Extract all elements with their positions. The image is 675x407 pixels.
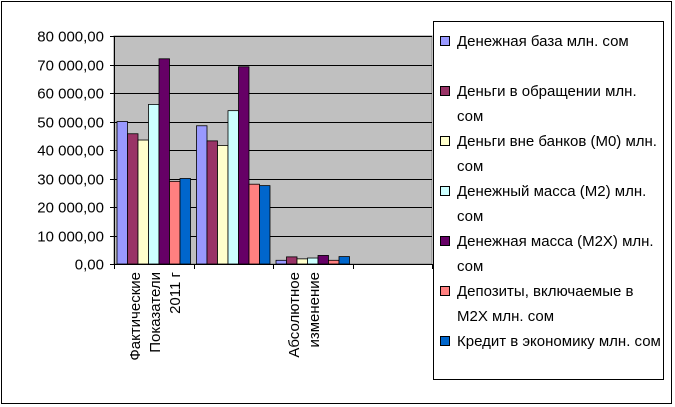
legend-swatch: [440, 36, 450, 46]
bar: [217, 145, 229, 265]
legend-item-monetary-base: Денежная база млн. сом: [438, 29, 662, 79]
legend-swatch: [440, 336, 450, 346]
bar: [286, 256, 298, 265]
bar: [227, 110, 239, 265]
y-tick-label: 40 000,00: [37, 143, 104, 160]
bar: [179, 178, 191, 265]
legend-item-m2x: Денежная масса (М2Х) млн. сом: [438, 229, 662, 279]
y-tick-label: 60 000,00: [37, 86, 104, 103]
legend-label: Денежный масса (М2) млн. сом: [457, 183, 647, 225]
bar: [148, 104, 160, 265]
bar: [116, 121, 128, 265]
bar: [127, 133, 139, 265]
y-tick-label: 0,00: [75, 257, 104, 274]
legend-swatch: [440, 286, 450, 296]
legend-label: Депозиты, включаемые в М2Х млн. сом: [457, 283, 634, 325]
y-tick-label: 50 000,00: [37, 115, 104, 132]
legend-swatch: [440, 236, 450, 246]
legend-swatch: [440, 186, 450, 196]
legend-label: Деньги вне банков (М0) млн. сом: [457, 133, 657, 175]
bar: [328, 259, 340, 265]
y-tick-label: 20 000,00: [37, 200, 104, 217]
bar: [317, 255, 329, 265]
x-category-label: Абсолютное: [286, 272, 303, 358]
legend-item-m2: Денежный масса (М2) млн. сом: [438, 179, 662, 229]
y-tick-label: 30 000,00: [37, 172, 104, 189]
legend-item-currency-in-circulation: Деньги в обращении млн. сом: [438, 79, 662, 129]
x-category-label: Показатели: [147, 272, 164, 353]
legend-label: Денежная масса (М2Х) млн. сом: [457, 233, 654, 275]
bar: [137, 139, 149, 265]
legend-item-m0: Деньги вне банков (М0) млн. сом: [438, 129, 662, 179]
legend-item-deposits: Депозиты, включаемые в М2Х млн. сом: [438, 279, 662, 329]
y-tick-label: 80 000,00: [37, 29, 104, 46]
legend-label: Кредит в экономику млн. сом: [457, 333, 661, 350]
bar: [196, 125, 208, 265]
bar: [158, 58, 170, 265]
legend-swatch: [440, 136, 450, 146]
legend-item-credit: Кредит в экономику млн. сом: [438, 329, 662, 379]
x-category-label: Фактические: [127, 272, 144, 361]
bar: [296, 258, 308, 265]
bar: [206, 140, 218, 265]
chart-legend: Денежная база млн. сом Деньги в обращени…: [433, 21, 664, 380]
bar: [275, 259, 287, 265]
bar: [259, 185, 271, 265]
bar: [307, 257, 319, 265]
legend-label: Деньги в обращении млн. сом: [457, 83, 637, 125]
bar: [238, 66, 250, 265]
legend-label: Денежная база млн. сом: [457, 33, 629, 50]
legend-swatch: [440, 86, 450, 96]
x-category-label: изменение: [306, 272, 323, 348]
bar: [169, 180, 181, 265]
x-category-label: 2011 г: [167, 271, 184, 313]
bar: [248, 183, 260, 265]
y-tick-label: 10 000,00: [37, 229, 104, 246]
bar: [338, 256, 350, 265]
y-tick-label: 70 000,00: [37, 58, 104, 75]
